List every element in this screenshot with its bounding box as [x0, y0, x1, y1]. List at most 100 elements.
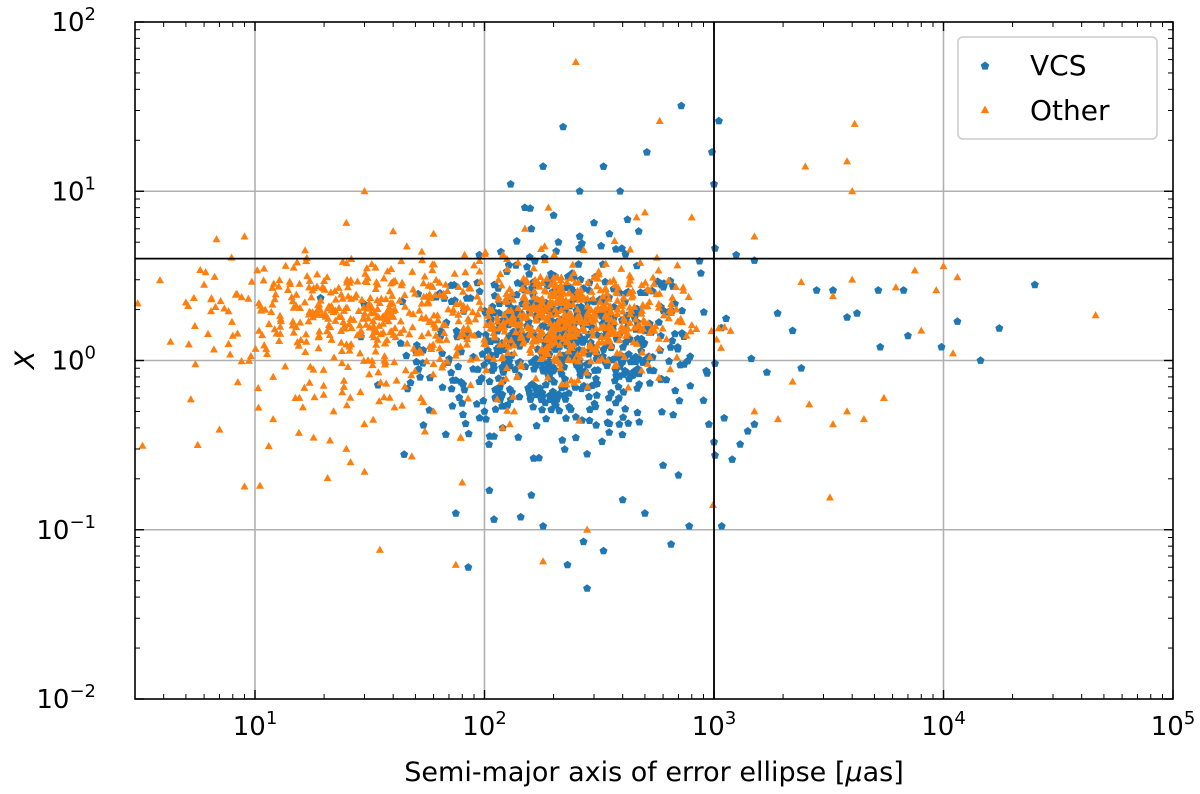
y-tick-base: 10 [51, 177, 84, 207]
other-point [454, 282, 463, 291]
vcs-point [674, 471, 683, 479]
other-point [573, 286, 582, 294]
other-point [411, 289, 420, 297]
other-point [522, 312, 531, 320]
other-point [466, 330, 475, 338]
other-point [488, 324, 497, 332]
other-point [1091, 311, 1100, 319]
other-point [496, 269, 505, 278]
other-point [523, 287, 532, 295]
vcs-point [671, 386, 680, 395]
other-point [303, 271, 312, 280]
other-point [398, 401, 407, 409]
y-tick-label: 10−2 [36, 681, 96, 715]
other-point [269, 372, 278, 380]
other-point [788, 377, 797, 385]
other-point [313, 282, 322, 290]
other-point [435, 278, 444, 286]
other-point [305, 276, 314, 284]
other-point [314, 300, 323, 309]
other-point [526, 309, 535, 317]
other-point [567, 343, 576, 351]
vcs-point [511, 365, 520, 373]
vcs-point [624, 419, 633, 427]
other-point [276, 316, 285, 325]
other-point [313, 270, 322, 278]
other-point [345, 342, 354, 350]
other-point [380, 393, 389, 401]
vcs-point [479, 396, 488, 405]
other-point [443, 286, 452, 294]
other-point [417, 247, 426, 255]
other-point [427, 344, 436, 352]
other-point [388, 299, 397, 307]
other-point [454, 310, 463, 318]
other-point [526, 330, 535, 338]
other-point [335, 303, 344, 311]
vcs-point [711, 244, 719, 252]
other-point [517, 325, 526, 333]
other-point [319, 381, 328, 389]
other-point [586, 357, 595, 365]
vcs-point [605, 407, 614, 416]
other-point [939, 262, 948, 270]
other-point [498, 423, 507, 431]
other-point [361, 269, 370, 277]
other-point [564, 299, 573, 307]
y-tick-label: 100 [51, 343, 96, 377]
legend-box [957, 36, 1158, 140]
other-point [220, 304, 229, 312]
vcs-point [762, 368, 771, 376]
other-point [507, 314, 516, 322]
other-point [625, 280, 634, 288]
other-point [534, 335, 543, 344]
other-point [641, 278, 650, 286]
vcs-point [619, 343, 627, 351]
y-axis-label: X [10, 350, 41, 371]
vcs-point [605, 419, 614, 427]
other-point [343, 283, 352, 291]
other-point [682, 331, 691, 339]
vcs-point [563, 560, 572, 569]
other-point [588, 331, 597, 339]
other-point [397, 281, 406, 289]
other-point [429, 359, 438, 367]
other-point [345, 319, 354, 328]
other-point [517, 285, 526, 293]
other-point [543, 342, 552, 350]
other-point [264, 442, 273, 450]
other-point [570, 355, 579, 364]
other-point [523, 322, 532, 330]
other-point [400, 290, 409, 299]
other-point [879, 393, 888, 401]
other-point [301, 347, 310, 356]
other-point [504, 342, 513, 350]
vcs-point [539, 162, 548, 170]
other-point [331, 295, 340, 303]
vcs-point [529, 402, 538, 411]
other-point [339, 382, 348, 390]
other-point [301, 330, 310, 338]
other-point [319, 390, 328, 398]
other-point [434, 335, 443, 343]
other-point [624, 383, 633, 391]
other-point [138, 441, 147, 449]
other-point [439, 320, 448, 329]
other-point [551, 357, 560, 365]
other-point [654, 334, 663, 342]
other-point [224, 307, 233, 315]
vcs-point [874, 286, 883, 294]
other-point [576, 316, 585, 324]
vcs-point [402, 351, 411, 360]
other-point [575, 311, 584, 319]
other-point [392, 376, 401, 384]
other-point [520, 292, 529, 300]
other-point [611, 328, 620, 337]
other-point [320, 285, 329, 293]
other-point [274, 282, 283, 290]
vcs-point [592, 421, 601, 429]
other-point [556, 281, 565, 289]
vcs-point [976, 356, 985, 364]
other-point [592, 341, 601, 349]
other-point [405, 330, 414, 338]
